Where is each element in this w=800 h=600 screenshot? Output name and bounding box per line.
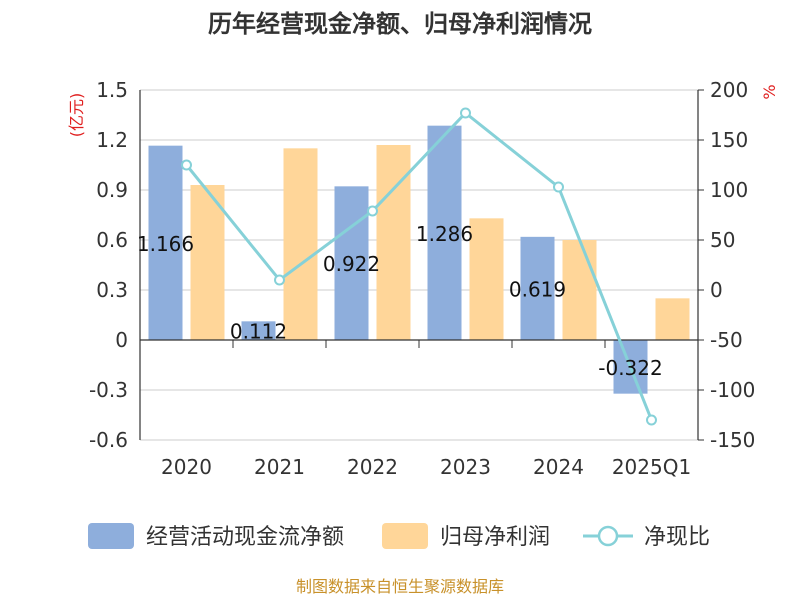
net-profit-bar xyxy=(190,185,225,340)
ratio-point xyxy=(181,159,192,171)
legend: 经营活动现金流净额 归母净利润 净现比 xyxy=(88,523,710,550)
net-profit-bar xyxy=(469,218,504,340)
cashflow-bar xyxy=(241,321,276,340)
cashflow-bar xyxy=(334,186,369,340)
ratio-point xyxy=(646,414,657,426)
right-tick-label: -50 xyxy=(710,328,743,352)
label-layer: 1.166 0.112 0.922 1.286 0.619 -0.322 xyxy=(137,222,663,380)
line-layer xyxy=(181,107,657,426)
left-tick-label: -0.6 xyxy=(89,428,128,452)
chart-title: 历年经营现金净额、归母净利润情况 xyxy=(208,10,592,38)
left-tick-label: 0.9 xyxy=(96,178,128,202)
left-tick-label: 0 xyxy=(115,328,128,352)
right-tick-label: 150 xyxy=(710,128,748,152)
source-note: 制图数据来自恒生聚源数据库 xyxy=(296,577,504,596)
bar-layer xyxy=(148,125,690,394)
ratio-line xyxy=(185,110,653,421)
category-label: 2022 xyxy=(347,455,398,479)
left-tick-label: 0.3 xyxy=(96,278,128,302)
legend-swatch-net-profit xyxy=(382,523,428,549)
right-tick-label: 0 xyxy=(710,278,723,302)
category-label: 2025Q1 xyxy=(612,455,691,479)
category-label: 2021 xyxy=(254,455,305,479)
legend-swatch-cashflow xyxy=(88,523,134,549)
legend-label-cashflow: 经营活动现金流净额 xyxy=(146,525,344,550)
left-tick-label: 1.5 xyxy=(96,78,128,102)
right-tick-label: 100 xyxy=(710,178,748,202)
left-axis-unit: (亿元) xyxy=(67,93,86,138)
left-tick-label: 0.6 xyxy=(96,228,128,252)
category-label: 2020 xyxy=(161,455,212,479)
cashflow-data-label: 0.922 xyxy=(323,252,380,276)
cashflow-bar xyxy=(520,236,555,340)
net-profit-bar xyxy=(562,240,597,340)
right-tick-label: 50 xyxy=(710,228,735,252)
ratio-point xyxy=(460,107,471,119)
legend-marker-ratio xyxy=(597,525,619,547)
net-profit-bar xyxy=(655,298,690,340)
legend-label-ratio: 净现比 xyxy=(644,525,710,550)
category-label: 2024 xyxy=(533,455,584,479)
cashflow-data-label: 1.166 xyxy=(137,232,194,256)
cashflow-data-label: 0.112 xyxy=(230,320,287,344)
ratio-point xyxy=(367,205,378,217)
legend-label-net-profit: 归母净利润 xyxy=(440,525,550,550)
cashflow-data-label: 1.286 xyxy=(416,222,473,246)
cashflow-bar xyxy=(427,125,462,341)
cashflow-bar xyxy=(148,145,183,340)
cashflow-data-label: -0.322 xyxy=(598,356,662,380)
ratio-point xyxy=(553,181,564,193)
net-profit-bar xyxy=(283,148,318,340)
axis-layer: 1.5 1.2 0.9 0.6 0.3 0 -0.3 -0.6 200 150 100 50 0 -50 -… xyxy=(89,78,755,479)
ratio-point xyxy=(274,274,285,286)
category-label: 2023 xyxy=(440,455,491,479)
grid-layer xyxy=(140,89,698,441)
right-tick-label: 200 xyxy=(710,78,748,102)
right-tick-label: -100 xyxy=(710,378,755,402)
left-tick-label: 1.2 xyxy=(96,128,128,152)
right-tick-label: -150 xyxy=(710,428,755,452)
left-tick-label: -0.3 xyxy=(89,378,128,402)
cashflow-data-label: 0.619 xyxy=(509,277,566,301)
right-axis-unit: % xyxy=(760,84,779,99)
